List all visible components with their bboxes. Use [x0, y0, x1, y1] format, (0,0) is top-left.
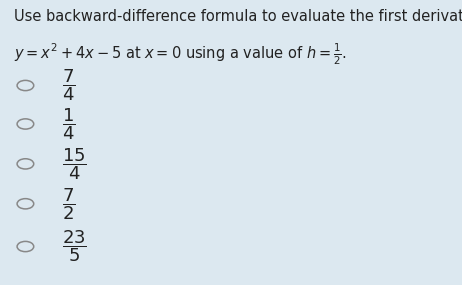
Text: $y = x^2 + 4x - 5$ at $x = 0$ using a value of $h = \frac{1}{2}$.: $y = x^2 + 4x - 5$ at $x = 0$ using a va…	[14, 41, 346, 67]
Text: $\dfrac{1}{4}$: $\dfrac{1}{4}$	[62, 106, 76, 142]
Text: $\dfrac{23}{5}$: $\dfrac{23}{5}$	[62, 229, 87, 264]
Text: $\dfrac{7}{4}$: $\dfrac{7}{4}$	[62, 68, 76, 103]
Text: Use backward-difference formula to evaluate the first derivative of: Use backward-difference formula to evalu…	[14, 9, 462, 24]
Text: $\dfrac{15}{4}$: $\dfrac{15}{4}$	[62, 146, 87, 182]
Text: $\dfrac{7}{2}$: $\dfrac{7}{2}$	[62, 186, 76, 222]
